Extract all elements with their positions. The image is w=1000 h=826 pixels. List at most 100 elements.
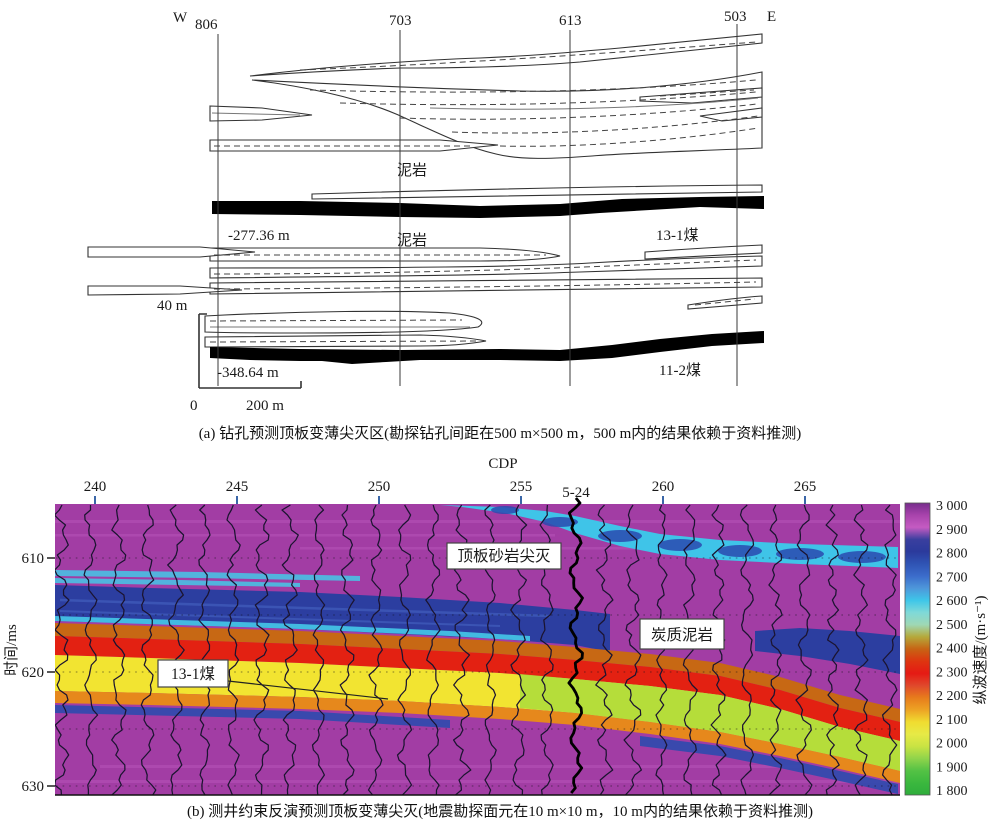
borehole-label-503: 503 — [724, 9, 747, 25]
blue-band-light-streaks — [59, 598, 551, 627]
coal-band-yellow-core — [55, 655, 900, 771]
colorbar-tick-label: 2 300 — [936, 665, 968, 680]
sandstone-lens — [249, 33, 763, 77]
sandstone-pinchout-label: 顶板砂岩尖灭 — [457, 547, 551, 565]
borehole-label-613: 613 — [559, 13, 582, 29]
colorbar-tick-label: 2 500 — [936, 618, 968, 633]
sandstone-lens — [311, 184, 763, 200]
sandstone-lens — [87, 285, 243, 296]
under-coal-blue-right — [640, 736, 898, 794]
sandstone-lens — [209, 255, 763, 279]
colorbar-tick-label: 2 900 — [936, 523, 968, 538]
scale-bar — [198, 313, 302, 389]
colorbar-tick-label: 2 100 — [936, 713, 968, 728]
cdp-tick-label: 260 — [652, 479, 675, 495]
panel-a-borehole-cross-section: W 806 703 613 503 E 泥岩 -277.36 m 泥岩 13-1… — [87, 9, 776, 414]
time-tick-group: 610 620 630 — [22, 551, 55, 795]
colorbar-tick-label: 2 200 — [936, 689, 968, 704]
time-tick-label: 630 — [22, 779, 45, 795]
cdp-tick-label: 245 — [226, 479, 249, 495]
panel-b-annotations: 顶板砂岩尖灭 炭质泥岩 13-1煤 — [157, 542, 725, 700]
light-purple-streaks — [55, 520, 900, 783]
borehole-lines — [217, 24, 738, 386]
sandstone-lens-outlines — [87, 33, 763, 348]
colorbar-tick-labels: 3 000 2 900 2 800 2 700 2 600 2 500 2 400 2 300… — [936, 499, 968, 799]
colorbar-tick-label: 1 900 — [936, 760, 968, 775]
seismic-wiggle-trace — [83, 505, 99, 795]
sandstone-lens — [644, 244, 763, 260]
sandstone-lens — [204, 310, 483, 334]
west-direction-label: W — [173, 10, 188, 26]
cyan-line-above-coal — [55, 616, 530, 641]
panel-b-caption: (b) 测井约束反演预测顶板变薄尖灭(地震勘探面元在10 m×10 m，10 m… — [187, 804, 813, 820]
colorbar-tick-label: 1 800 — [936, 784, 968, 799]
seismic-wiggle-trace — [396, 504, 413, 795]
seismic-wiggle-trace — [55, 504, 70, 795]
coal-band-orange-top — [55, 623, 900, 722]
well-log-trace-5-24 — [567, 497, 584, 794]
cdp-tick-label: 240 — [84, 479, 107, 495]
seismic-wiggle-trace — [825, 504, 840, 795]
well-5-24-label: 5-24 — [562, 485, 590, 501]
east-direction-label: E — [767, 9, 776, 25]
coal-band-orange-bottom — [55, 691, 900, 783]
sandstone-lens — [209, 105, 313, 122]
seismic-wiggle-trace — [198, 504, 211, 795]
borehole-label-703: 703 — [389, 13, 412, 29]
colorbar-tick-label: 2 800 — [936, 547, 968, 562]
vertical-scale-label: 40 m — [157, 298, 188, 314]
velocity-colorbar: 3 000 2 900 2 800 2 700 2 600 2 500 2 400 2 300… — [904, 499, 989, 799]
cdp-tick-label: 250 — [368, 479, 391, 495]
hscale-zero-label: 0 — [190, 398, 198, 414]
seismic-wiggle-trace — [795, 504, 813, 795]
seismic-wiggle-trace — [853, 504, 869, 795]
panel-a-text-labels: W 806 703 613 503 E 泥岩 -277.36 m 泥岩 13-1… — [157, 9, 776, 414]
mudstone-label-upper: 泥岩 — [397, 162, 427, 179]
panel-b-axes: CDP 240 245 250 255 260 265 610 620 630 时间/ms 5… — [3, 456, 816, 795]
seismic-wiggle-trace — [111, 504, 127, 795]
seismic-wiggle-trace — [253, 504, 270, 795]
seismic-wiggle-trace — [710, 504, 727, 795]
cdp-tick-label: 265 — [794, 479, 817, 495]
hscale-end-label: 200 m — [246, 398, 284, 414]
panel-b-seismic-section: 顶板砂岩尖灭 炭质泥岩 13-1煤 CDP 240 245 250 255 260 265… — [3, 456, 989, 799]
coal-13-1-label-box — [157, 659, 229, 688]
sandstone-pinchout-label-box — [446, 542, 562, 570]
coal-13-1-pointer-line — [227, 680, 389, 700]
sandstone-lens — [209, 277, 763, 295]
coal-13-1-annotation-label: 13-1煤 — [171, 665, 215, 683]
coal-11-2-label: 11-2煤 — [659, 362, 701, 379]
colorbar-tick-label: 2 700 — [936, 570, 968, 585]
coal-band-red — [55, 636, 900, 741]
time-axis-title: 时间/ms — [3, 624, 20, 676]
seismic-wiggle-trace — [739, 504, 755, 795]
elevation-label-11-2: -348.64 m — [217, 365, 279, 381]
seismic-wiggle-trace — [339, 504, 355, 795]
cdp-axis-title: CDP — [488, 456, 517, 472]
velocity-color-bands — [55, 504, 900, 795]
seismic-wiggle-trace — [167, 504, 185, 795]
colorbar-tick-label: 2 000 — [936, 737, 968, 752]
elevation-label-13-1: -277.36 m — [228, 228, 290, 244]
seismic-wiggle-trace — [768, 504, 783, 795]
coal-seam-11-2 — [210, 331, 764, 364]
sandstone-lens — [251, 71, 763, 159]
blue-lens-right — [755, 628, 900, 674]
mudstone-label-mid: 泥岩 — [397, 232, 427, 249]
seismic-wiggle-trace — [226, 504, 241, 795]
time-tick-label: 610 — [22, 551, 45, 567]
seismic-wiggle-traces — [55, 497, 898, 795]
carbonaceous-mudstone-label: 炭质泥岩 — [651, 626, 713, 644]
seismic-wiggle-trace — [281, 504, 299, 795]
coal-seam-13-1 — [212, 196, 764, 218]
seismic-wiggle-trace — [425, 504, 441, 795]
colorbar-tick-label: 2 600 — [936, 594, 968, 609]
borehole-label-806: 806 — [195, 17, 218, 33]
cdp-tick-label: 255 — [510, 479, 533, 495]
colorbar-tick-label: 3 000 — [936, 499, 968, 514]
colorbar-gradient-bar — [904, 502, 931, 796]
carbonaceous-mudstone-label-box — [639, 618, 725, 650]
seismic-wiggle-trace — [682, 504, 698, 795]
internal-bedding-lines — [209, 41, 759, 343]
